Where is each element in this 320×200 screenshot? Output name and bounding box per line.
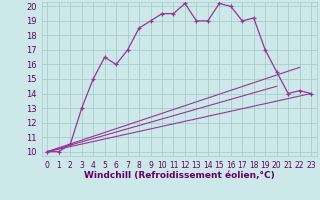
X-axis label: Windchill (Refroidissement éolien,°C): Windchill (Refroidissement éolien,°C)	[84, 171, 275, 180]
